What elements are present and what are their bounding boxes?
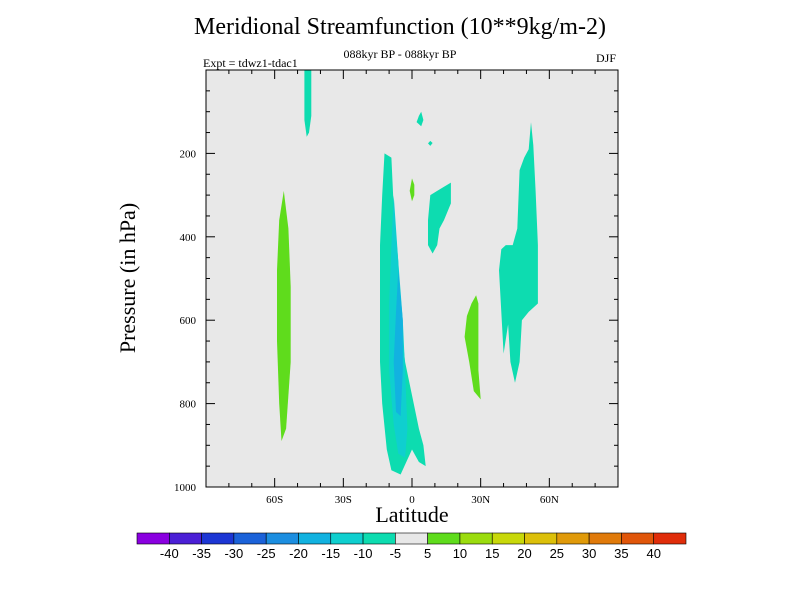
colorbar-label: -35 <box>192 546 211 561</box>
contour-region-40S-upper-negative <box>304 70 312 137</box>
colorbar-label: 30 <box>582 546 596 561</box>
chart-subtitle: 088kyr BP - 088kyr BP <box>343 47 457 61</box>
contour-region-25N-positive <box>464 295 481 400</box>
contour-region-eq-upper-positive <box>409 178 415 202</box>
chart-title: Meridional Streamfunction (10**9kg/m-2) <box>194 14 606 40</box>
contour-region-eq-negative-core <box>393 270 403 417</box>
colorbar-label: 25 <box>550 546 564 561</box>
y-tick-label: 200 <box>180 148 197 160</box>
colorbar-label: -30 <box>224 546 243 561</box>
y-tick-label: 800 <box>180 399 197 411</box>
contour-region-50N-negative <box>499 122 538 383</box>
colorbar-box <box>395 532 428 545</box>
contour-region-10N-upper-negative-1 <box>416 111 424 127</box>
colorbar-label: -15 <box>321 546 340 561</box>
colorbar-box <box>459 532 493 545</box>
season-label: DJF <box>596 51 617 65</box>
x-tick-label: 60S <box>266 494 283 506</box>
colorbar-label: -20 <box>289 546 308 561</box>
colorbar-label: 40 <box>646 546 660 561</box>
colorbar-box <box>168 532 202 545</box>
colorbar-box <box>233 532 267 545</box>
experiment-label: Expt = tdwz1-tdac1 <box>203 56 298 70</box>
x-tick-label: 60N <box>540 494 559 506</box>
colorbar-label: -5 <box>390 546 402 561</box>
colorbar-box <box>265 532 299 545</box>
x-axis-label: Latitude <box>375 502 449 527</box>
contour-region-10N-upper-negative-2 <box>428 140 433 146</box>
colorbar-box <box>427 532 461 545</box>
x-tick-label: 30S <box>335 494 352 506</box>
colorbar-box <box>362 532 396 545</box>
colorbar-label: -40 <box>160 546 179 561</box>
colorbar-box <box>201 532 235 545</box>
y-tick-label: 400 <box>180 232 197 244</box>
colorbar-box <box>524 532 558 545</box>
colorbar-box <box>330 532 364 545</box>
colorbar-label: 20 <box>517 546 531 561</box>
colorbar-box <box>653 532 687 545</box>
x-tick-label: 30N <box>471 494 490 506</box>
colorbar-box <box>298 532 332 545</box>
colorbar-label: -25 <box>257 546 276 561</box>
colorbar-box <box>556 532 590 545</box>
colorbar-box <box>491 532 525 545</box>
colorbar-label: 10 <box>453 546 467 561</box>
colorbar-box <box>621 532 655 545</box>
colorbar-label: 15 <box>485 546 499 561</box>
x-tick-label: 0 <box>409 494 415 506</box>
colorbar-box <box>588 532 622 545</box>
contour-region-15N-negative <box>428 182 451 254</box>
colorbar-label: 35 <box>614 546 628 561</box>
y-tick-label: 1000 <box>174 482 197 494</box>
contour-region-60S-positive <box>277 190 291 442</box>
colorbar-label: 5 <box>424 546 431 561</box>
colorbar-label: -10 <box>354 546 373 561</box>
y-axis-label: Pressure (in hPa) <box>115 202 140 354</box>
colorbar-box <box>136 532 170 545</box>
y-tick-label: 600 <box>180 315 197 327</box>
